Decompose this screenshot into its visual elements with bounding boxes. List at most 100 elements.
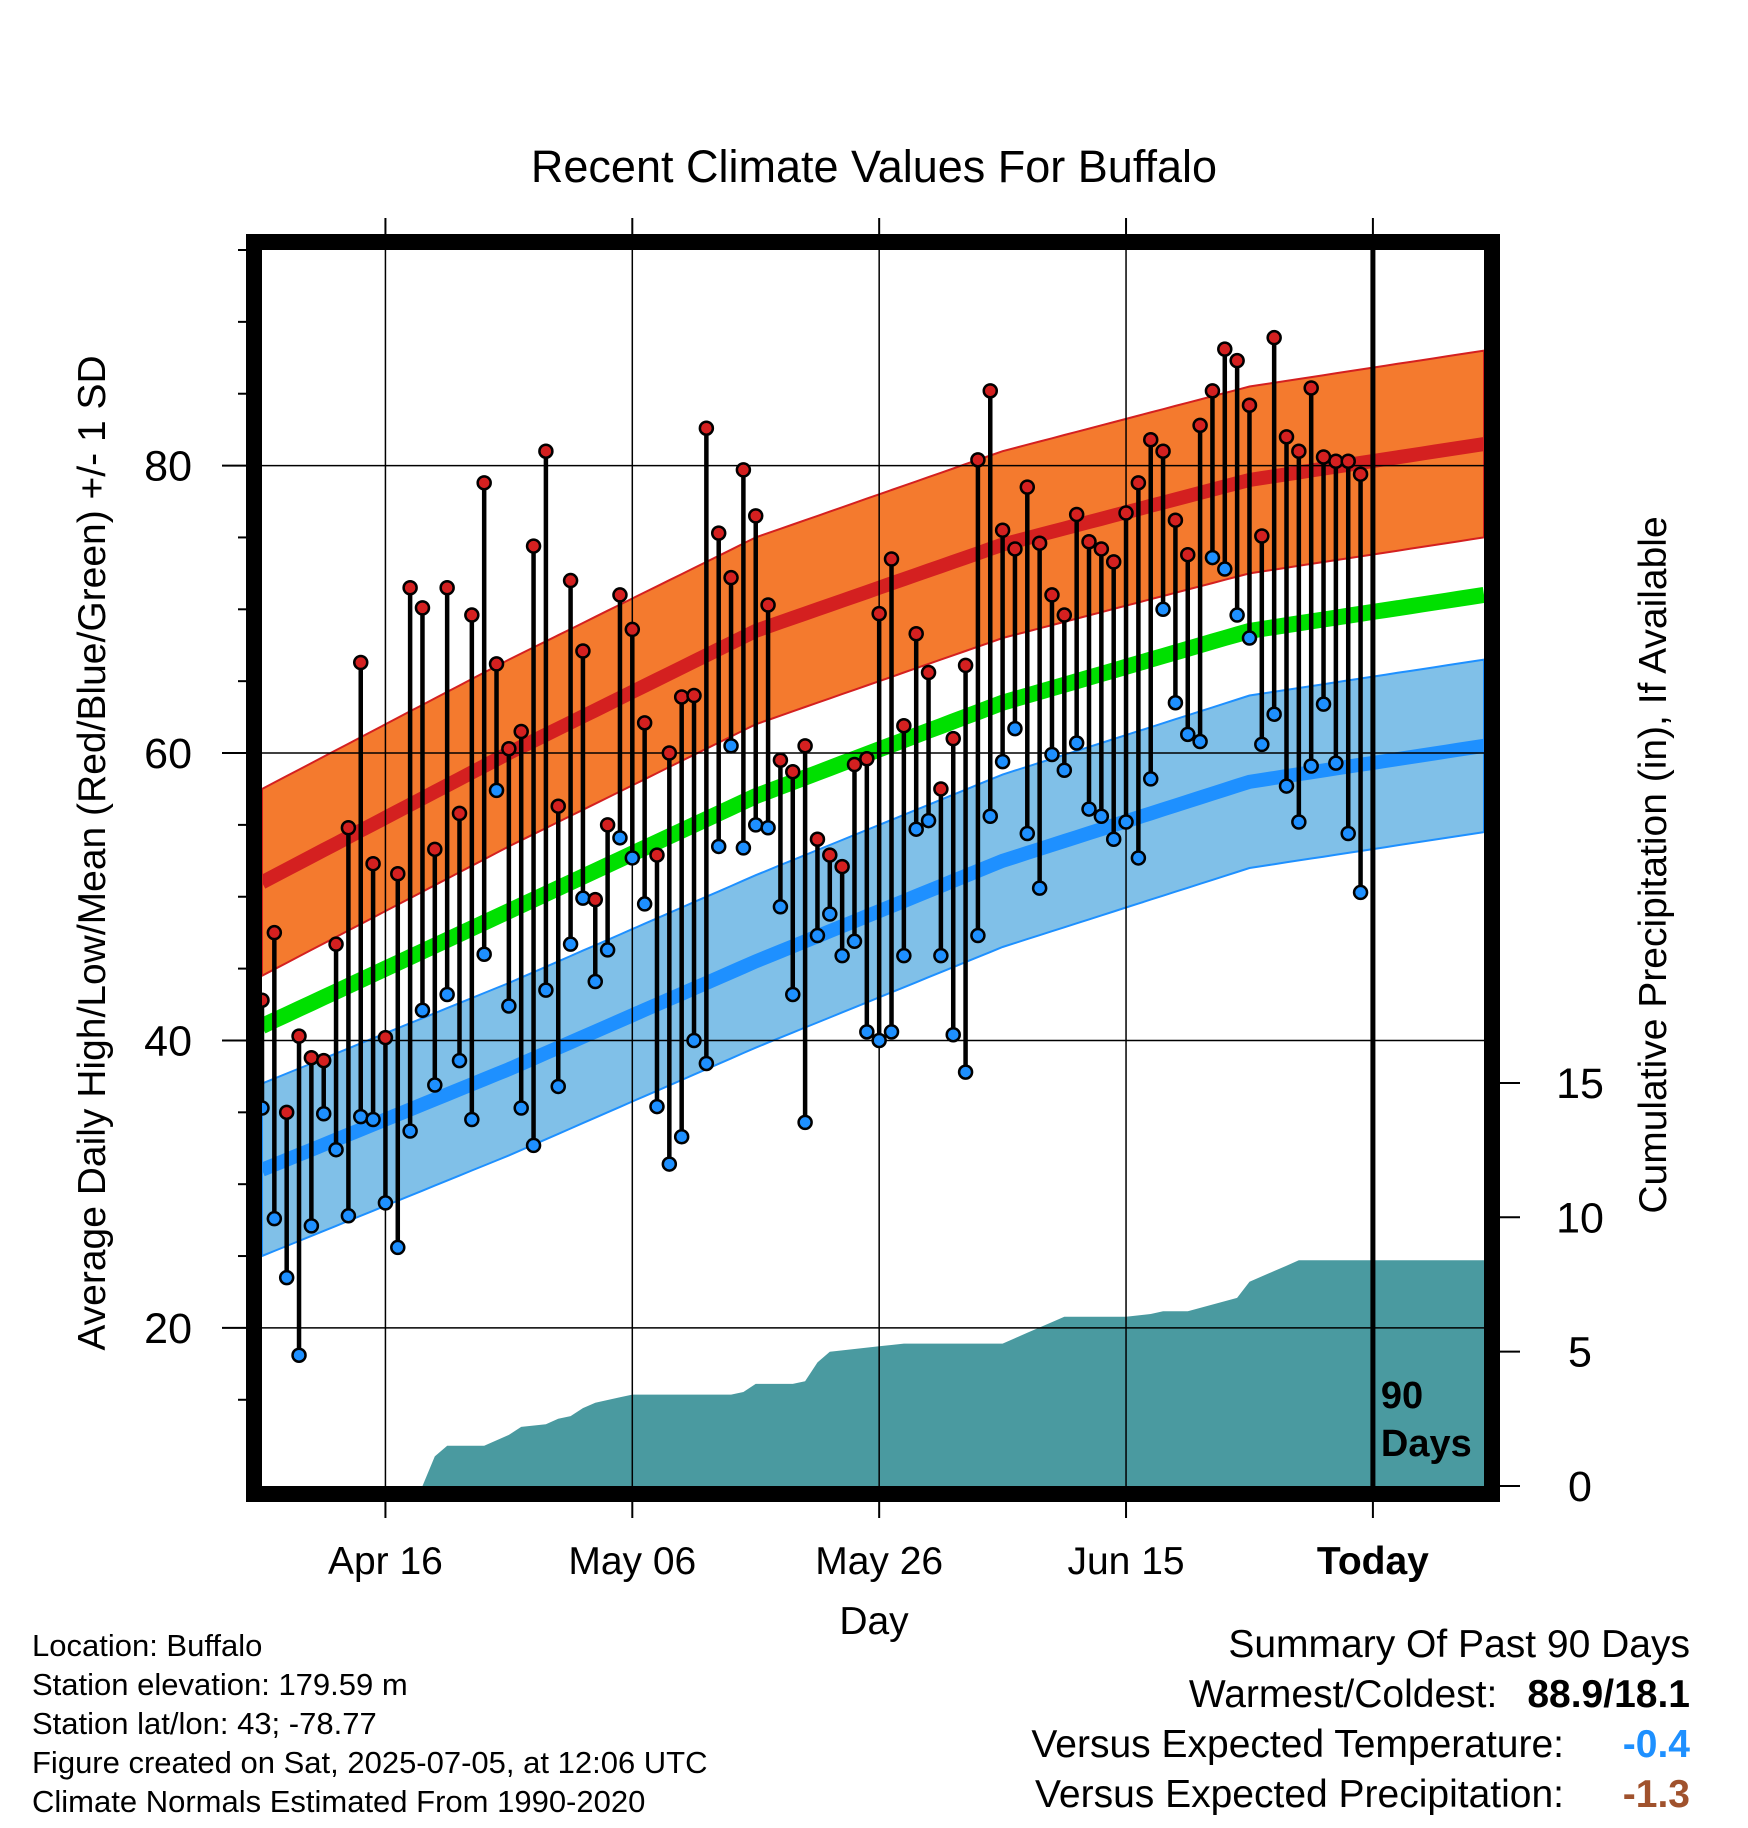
daily-high-point xyxy=(525,538,542,554)
daily-high-point xyxy=(797,738,813,754)
daily-high-point xyxy=(636,715,653,731)
daily-low-point xyxy=(303,1218,320,1234)
high-normal-line xyxy=(262,437,1484,889)
daily-low-point xyxy=(377,1195,394,1211)
daily-high-point xyxy=(451,805,468,822)
y2-tick-label: 15 xyxy=(1556,1060,1604,1108)
daily-high-point xyxy=(1167,512,1184,528)
created-text: Figure created on Sat, 2025-07-05, at 12… xyxy=(32,1745,708,1780)
daily-high-point xyxy=(624,621,641,638)
daily-high-point xyxy=(1291,443,1307,459)
axes: 90 Days Apr 16 May 06 May 26 Jun 15 Today 20 40 6… xyxy=(144,218,1604,1583)
daily-high-point xyxy=(1328,453,1344,470)
daily-low-point xyxy=(809,927,826,944)
daily-low-point xyxy=(822,906,838,922)
daily-low-point xyxy=(1340,825,1356,842)
x-tick-label: May 06 xyxy=(568,1540,696,1583)
daily-high-point xyxy=(809,831,826,848)
y2-tick-label: 0 xyxy=(1568,1463,1592,1511)
daily-low-point xyxy=(785,986,801,1003)
daily-high-point xyxy=(859,751,875,767)
daily-high-point xyxy=(1303,380,1319,396)
daily-low-point xyxy=(1019,825,1036,842)
daily-high-point xyxy=(550,798,566,814)
daily-low-point xyxy=(1007,720,1023,737)
daily-low-point xyxy=(673,1129,690,1145)
daily-high-point xyxy=(1068,506,1085,523)
daily-high-point xyxy=(970,452,986,468)
daily-high-point xyxy=(262,992,270,1008)
daily-low-point xyxy=(920,812,937,829)
daily-low-point xyxy=(686,1032,702,1049)
daily-high-point xyxy=(1155,443,1171,459)
daily-low-point xyxy=(747,817,764,833)
y2-tick-label: 5 xyxy=(1568,1329,1592,1377)
daily-low-point xyxy=(908,821,924,837)
daily-high-point xyxy=(760,597,776,613)
daily-high-point xyxy=(1180,546,1196,563)
x-axis-label: Day xyxy=(839,1600,909,1643)
daily-high-point xyxy=(365,855,381,872)
daily-low-point xyxy=(1278,778,1295,794)
daily-high-point xyxy=(266,924,283,941)
daily-low-point xyxy=(1167,694,1184,711)
daily-high-point xyxy=(1118,505,1134,521)
y-axis-label: Average Daily High/Low/Mean (Red/Blue/Gr… xyxy=(71,355,114,1350)
daily-high-point xyxy=(1266,329,1282,346)
plot-frame xyxy=(246,234,1500,1502)
daily-low-point xyxy=(291,1347,307,1363)
daily-high-point xyxy=(1278,429,1295,445)
daily-low-point xyxy=(488,782,505,799)
daily-low-point xyxy=(883,1024,900,1040)
daily-low-point xyxy=(982,808,999,825)
daily-low-point xyxy=(1266,706,1282,722)
daily-high-point xyxy=(982,383,999,399)
daily-low-point xyxy=(896,947,912,964)
daily-high-point xyxy=(1142,431,1159,448)
daily-high-point xyxy=(303,1049,320,1066)
x-tick-label: Jun 15 xyxy=(1067,1540,1184,1583)
daily-high-point xyxy=(402,579,418,596)
daily-high-point xyxy=(1241,397,1258,413)
precipitation-departure-value: -1.3 xyxy=(1622,1773,1690,1816)
daily-low-point xyxy=(1105,831,1122,848)
daily-low-point xyxy=(723,738,739,754)
daily-high-point xyxy=(1352,466,1369,482)
daily-low-point xyxy=(1229,607,1245,623)
y-tick-label: 80 xyxy=(144,443,192,491)
daily-low-point xyxy=(525,1137,542,1154)
daily-high-point xyxy=(957,657,974,674)
daily-low-point xyxy=(624,850,641,866)
daily-high-point xyxy=(390,865,406,882)
daily-high-point xyxy=(871,605,887,622)
daily-low-point xyxy=(1192,733,1208,750)
chart-title: Recent Climate Values For Buffalo xyxy=(531,141,1217,192)
daily-low-point xyxy=(1291,814,1307,830)
daily-high-point xyxy=(488,656,505,672)
daily-high-point xyxy=(1340,453,1356,470)
daily-low-point xyxy=(365,1111,381,1128)
daily-low-point xyxy=(846,933,863,950)
latlon-text: Station lat/lon: 43; -78.77 xyxy=(32,1706,377,1741)
daily-low-point xyxy=(735,840,752,856)
daily-low-point xyxy=(661,1156,678,1172)
daily-high-point xyxy=(933,781,949,797)
daily-high-point xyxy=(1204,383,1221,399)
daily-high-point xyxy=(1315,449,1332,465)
daily-high-point xyxy=(710,525,727,541)
daily-low-point xyxy=(1241,630,1258,646)
daily-low-point xyxy=(1081,801,1097,817)
daily-low-point xyxy=(1315,696,1332,712)
daily-low-point xyxy=(451,1052,468,1069)
daily-low-point xyxy=(1217,561,1233,577)
summary-panel: Summary Of Past 90 Days Warmest/Coldest:… xyxy=(1031,1620,1690,1820)
daily-high-point xyxy=(340,820,357,836)
daily-high-point xyxy=(1081,534,1097,550)
temperature-departure-value: -0.4 xyxy=(1622,1723,1690,1766)
daily-low-point xyxy=(945,1026,961,1043)
daily-high-point xyxy=(575,643,591,659)
daily-high-point xyxy=(1254,528,1270,544)
daily-high-point xyxy=(673,689,690,705)
x-tick-label: May 26 xyxy=(815,1540,943,1583)
daily-low-point xyxy=(760,820,776,836)
